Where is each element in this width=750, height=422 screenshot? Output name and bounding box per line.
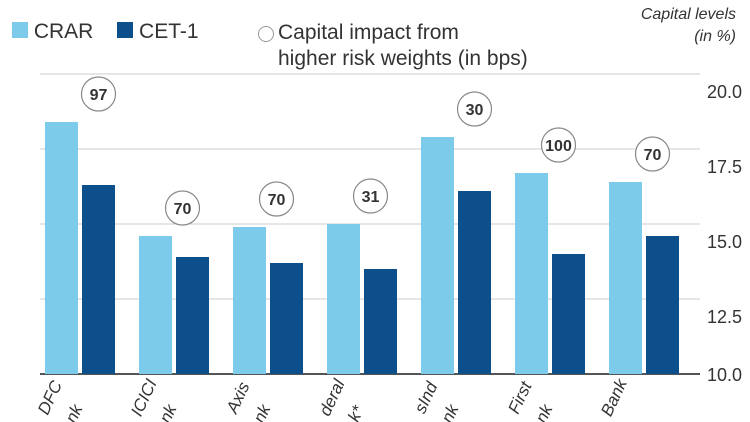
impact-circle (80, 76, 117, 112)
impact-circle (258, 181, 295, 217)
x-tick-label: First (504, 378, 536, 417)
bar-crar (421, 137, 454, 374)
impact-circle (456, 91, 493, 127)
bar-cet1 (176, 257, 209, 374)
impact-label: 100 (545, 138, 572, 155)
legend-swatch-crar (12, 22, 28, 38)
bar-crar (327, 224, 360, 374)
x-tick-label: nk (532, 400, 557, 422)
bar-cet1 (270, 263, 303, 374)
impact-circle (540, 127, 577, 163)
bar-cet1 (458, 191, 491, 374)
y-tick-label: 12.5 (707, 307, 742, 327)
x-tick-label: nk (156, 400, 181, 422)
impact-label: 70 (644, 147, 662, 164)
legend-swatch-cet1 (117, 22, 134, 38)
legend-label-crar: CRAR (33, 20, 94, 43)
x-tick-label: Axis (222, 379, 253, 417)
bar-cet1 (552, 254, 585, 374)
impact-label: 70 (268, 192, 286, 209)
legend-line1: Capital impact from (278, 21, 459, 44)
y-tick-label: 15.0 (707, 232, 742, 252)
x-tick-label: ICICI (127, 376, 161, 419)
impact-label: 97 (90, 87, 108, 104)
circle-icon (258, 26, 274, 42)
x-tick-label: nk (250, 400, 275, 422)
y-tick-label: 20.0 (707, 82, 742, 102)
bar-crar (515, 173, 548, 374)
impact-circle (634, 136, 671, 172)
impact-circle (352, 178, 389, 214)
impact-label: 70 (174, 201, 192, 218)
x-tick-label: sInd (411, 379, 442, 417)
x-tick-label: DFC (34, 377, 66, 417)
y-axis-unit: Capital levels (in %) (641, 4, 736, 48)
bar-crar (139, 236, 172, 374)
legend-line2: higher risk weights (in bps) (278, 47, 528, 70)
legend-label-cet1: CET-1 (139, 20, 199, 43)
bar-crar (609, 182, 642, 374)
x-tick-label: nk (438, 400, 463, 422)
bar-crar (45, 122, 78, 374)
x-tick-label: deral (315, 375, 349, 418)
bar-cet1 (82, 185, 115, 374)
unit-line1: Capital levels (640, 6, 736, 23)
impact-circle (164, 190, 201, 226)
impact-label: 30 (466, 102, 484, 119)
impact-label: 31 (362, 189, 380, 206)
x-tick-label: Bank (597, 375, 631, 420)
bar-cet1 (364, 269, 397, 374)
unit-line2: (in %) (694, 28, 736, 45)
bar-crar (233, 227, 266, 374)
legend: CRAR CET-1 (12, 20, 199, 44)
bar-cet1 (646, 236, 679, 374)
y-tick-label: 10.0 (707, 365, 742, 385)
x-tick-label: nk (62, 400, 87, 422)
x-tick-label: k* (344, 402, 368, 422)
legend-circle-entry: Capital impact from higher risk weights … (258, 20, 528, 72)
y-tick-label: 17.5 (707, 157, 742, 177)
